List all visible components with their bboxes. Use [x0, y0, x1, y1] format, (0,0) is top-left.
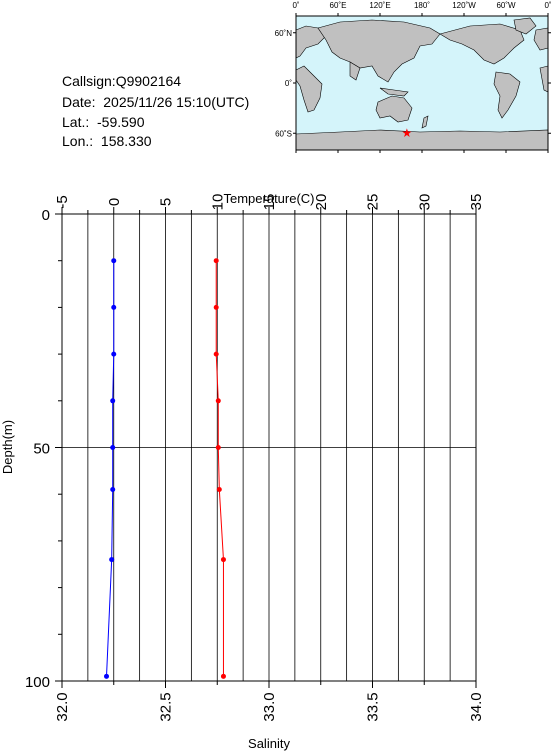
map-labels: 0˚ 60˚E 120˚E 180˚ 120˚W 60˚W 0˚ 60˚N 0˚ 60˚S	[275, 1, 552, 138]
map-lat-label: 0˚	[285, 79, 292, 88]
temperature-data-point	[215, 398, 221, 404]
temperature-axis-title: Temperature(C)	[223, 191, 314, 206]
salinity-data-point	[110, 445, 116, 450]
salinity-axis: 32.0 32.5 33.0 33.5 34.0	[54, 681, 485, 722]
temperature-data-point	[213, 258, 219, 264]
temperature-data-point	[216, 487, 222, 493]
salinity-data-point	[111, 304, 117, 310]
salinity-tick-label: 32.5	[158, 692, 175, 721]
salinity-axis-title: Salinity	[248, 736, 290, 751]
map-land	[295, 17, 549, 151]
salinity-tick-label: 34.0	[468, 692, 485, 721]
map-lat-label: 60˚N	[275, 29, 293, 38]
plot-grid	[62, 214, 476, 681]
salinity-tick-label: 33.5	[365, 692, 382, 721]
map-lon-label: 60˚E	[330, 1, 347, 10]
salinity-data-point	[111, 258, 117, 264]
temperature-tick-label: 20	[313, 194, 330, 211]
depth-axis: 0 50 100	[25, 207, 62, 691]
map-ticks	[293, 13, 551, 153]
map-lon-label: 180˚	[414, 1, 430, 10]
temperature-data-point	[215, 445, 221, 450]
callsign-label: Callsign:Q9902164	[62, 73, 182, 89]
salinity-data-point	[109, 557, 115, 563]
map-lon-label: 60˚W	[496, 1, 516, 10]
map-lat-label: 60˚S	[275, 129, 292, 138]
depth-tick-label: 50	[33, 441, 50, 458]
longitude-label: Lon.: 158.330	[62, 133, 152, 149]
depth-axis-title: Depth(m)	[0, 420, 15, 474]
map-lon-label: 120˚E	[369, 1, 390, 10]
temperature-data-point	[213, 304, 219, 310]
temperature-data-point	[220, 557, 226, 563]
temperature-tick-label: 0	[106, 198, 123, 206]
date-label: Date: 2025/11/26 15:10(UTC)	[62, 94, 250, 110]
station-marker-icon: ★	[401, 126, 412, 140]
latitude-label: Lat.: -59.590	[62, 114, 145, 130]
temperature-series-line	[215, 260, 224, 677]
temperature-tick-label: 10	[209, 194, 226, 211]
temperature-axis: -5 0 5 10 15 20 25 30 35	[54, 194, 485, 214]
map-lon-label: 0˚	[292, 1, 299, 10]
temperature-data-point	[213, 351, 219, 357]
salinity-tick-label: 33.0	[261, 692, 278, 721]
map-lon-label: 120˚W	[452, 1, 476, 10]
depth-tick-label: 0	[42, 207, 50, 224]
salinity-data-point	[110, 398, 116, 404]
salinity-series-line	[106, 260, 115, 677]
series-layer	[104, 258, 226, 679]
salinity-tick-label: 32.0	[54, 692, 71, 721]
salinity-data-point	[110, 487, 116, 493]
temperature-tick-label: 30	[416, 194, 433, 211]
temperature-tick-label: 15	[261, 194, 278, 211]
salinity-data-point	[104, 673, 110, 679]
temperature-tick-label: 35	[468, 194, 485, 211]
temperature-tick-label: 5	[158, 198, 175, 206]
world-map: 0˚ 60˚E 120˚E 180˚ 120˚W 60˚W 0˚ 60˚N 0˚ 60˚S ★	[275, 1, 552, 153]
temperature-tick-label: -5	[54, 195, 71, 208]
temperature-tick-label: 25	[365, 194, 382, 211]
temperature-data-point	[220, 673, 226, 679]
salinity-data-point	[111, 351, 117, 357]
map-lon-label: 0˚	[544, 1, 551, 10]
depth-tick-label: 100	[25, 674, 50, 691]
